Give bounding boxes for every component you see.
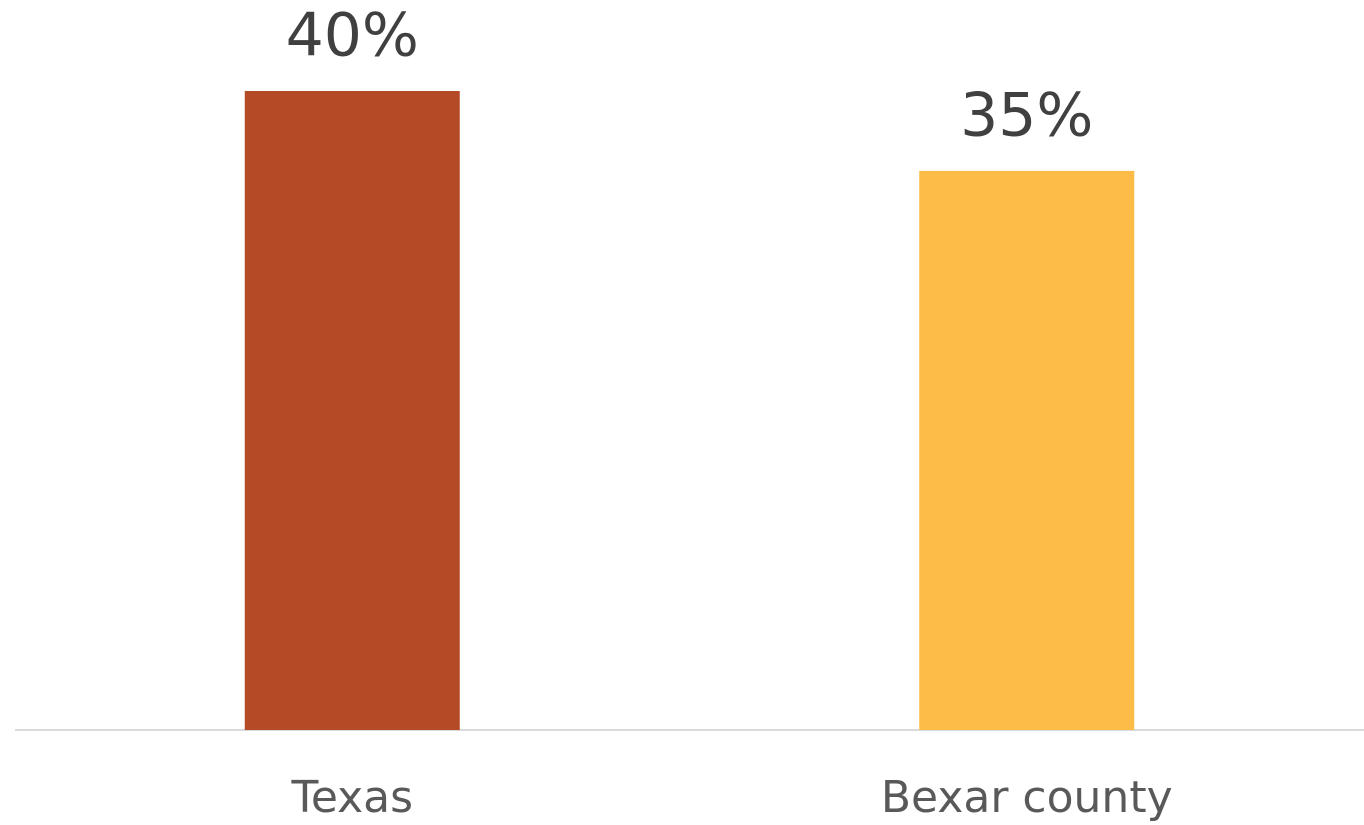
value-label: 40%: [286, 1, 419, 71]
bar: [244, 91, 460, 730]
x-tick-label: Bexar county: [881, 772, 1173, 823]
value-label: 35%: [960, 80, 1093, 150]
bar: [919, 170, 1135, 730]
x-tick-label: Texas: [290, 772, 413, 823]
